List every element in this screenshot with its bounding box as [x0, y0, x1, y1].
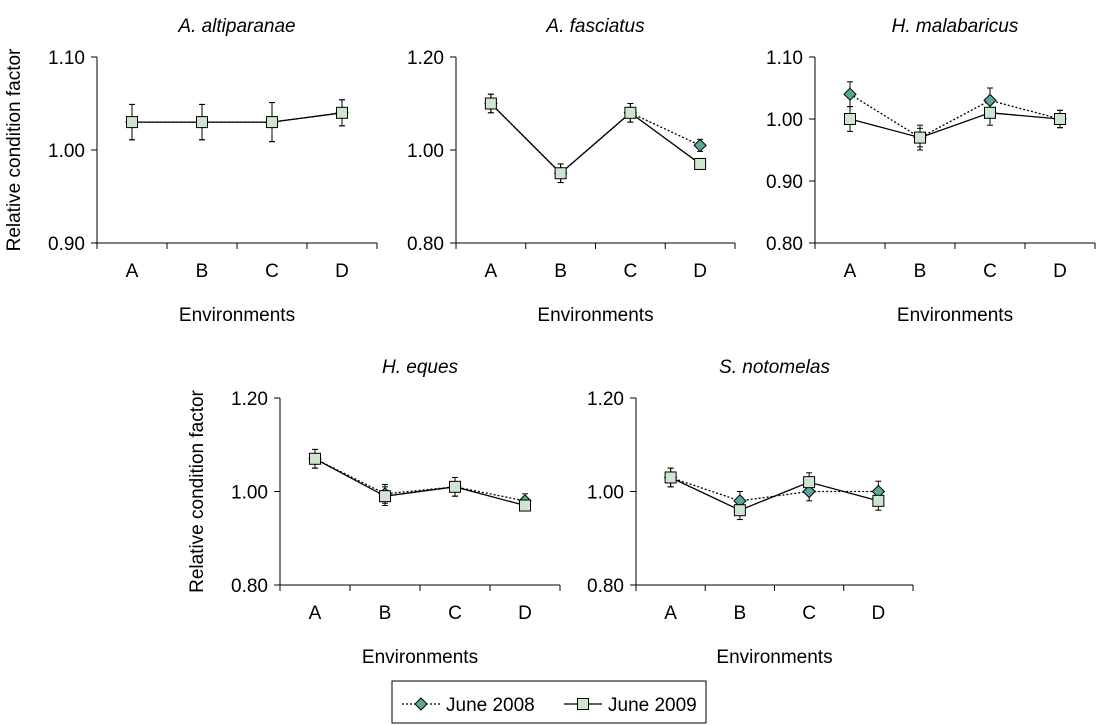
y-axis-label: Relative condition factor [4, 48, 25, 251]
x-tick-label: A [664, 603, 677, 624]
data-point-2008 [843, 87, 857, 101]
chart-panel: H. malabaricus 0.80 0.90 1.00 1.10 A B C D Enviro… [766, 16, 1096, 326]
x-tick-label: A [309, 603, 322, 624]
y-tick-label: 1.20 [587, 389, 624, 410]
y-tick-label: 1.00 [407, 141, 444, 162]
data-point-2008 [983, 93, 997, 108]
chart-panels: A. altiparanae 0.90 1.00 1.10 A B C D Environmen… [4, 16, 1096, 668]
data-point-2009 [872, 494, 885, 507]
chart-title: A. altiparanae [177, 16, 295, 37]
y-tick-label: 1.00 [231, 483, 268, 504]
x-tick-label: B [914, 261, 927, 282]
x-tick-label: A [844, 261, 857, 282]
data-point-2009 [624, 106, 637, 119]
data-point-2009 [379, 490, 391, 503]
y-tick-label: 0.90 [766, 172, 803, 193]
chart-panel: A. altiparanae 0.90 1.00 1.10 A B C D Environmen… [4, 16, 378, 326]
data-point-2009 [664, 471, 677, 484]
data-point-2009 [1054, 113, 1066, 125]
x-tick-label: D [518, 603, 532, 624]
data-point-2008 [802, 484, 816, 499]
y-tick-label: 1.00 [766, 110, 803, 131]
series-line-2008 [849, 93, 1061, 139]
legend-label-2009: June 2009 [608, 695, 697, 716]
chart-title: H. malabaricus [892, 16, 1019, 37]
data-point-2009 [484, 97, 497, 110]
y-tick-label: 1.10 [48, 48, 85, 69]
chart-title: S. notomelas [719, 357, 830, 378]
series-line-2008 [490, 103, 701, 175]
x-tick-label: A [126, 261, 139, 282]
data-point-2009 [554, 167, 567, 180]
x-tick-label: B [196, 261, 209, 282]
series-line-2009 [670, 476, 879, 511]
x-axis-label: Environments [179, 305, 295, 326]
x-tick-label: A [485, 261, 498, 282]
x-tick-label: B [379, 603, 392, 624]
data-point-2008 [693, 138, 707, 153]
x-tick-label: D [693, 261, 707, 282]
series-line-2008 [670, 476, 879, 502]
x-axis-label: Environments [716, 647, 832, 668]
x-tick-label: C [448, 603, 462, 624]
x-tick-label: C [983, 261, 997, 282]
data-point-2009 [844, 113, 856, 125]
x-tick-label: B [554, 261, 567, 282]
x-tick-label: D [872, 603, 886, 624]
data-point-2009 [309, 452, 321, 465]
y-axis-label: Relative condition factor [187, 389, 208, 592]
x-axis-label: Environments [537, 305, 653, 326]
series-line-2009 [314, 458, 526, 507]
legend-marker-2009 [577, 698, 589, 710]
x-tick-label: C [265, 261, 279, 282]
data-point-2009 [803, 476, 816, 489]
legend-label-2008: June 2008 [446, 695, 535, 716]
x-axis-label: Environments [362, 647, 478, 668]
chart-title: H. eques [382, 357, 459, 378]
x-tick-label: B [734, 603, 747, 624]
data-point-2009 [733, 504, 746, 517]
x-tick-label: C [802, 603, 816, 624]
data-point-2009 [914, 131, 926, 144]
y-tick-label: 1.10 [766, 48, 803, 69]
legend-marker-2008 [414, 697, 428, 711]
y-tick-label: 1.20 [231, 389, 268, 410]
y-tick-label: 0.80 [231, 576, 268, 597]
series-line-2009 [132, 112, 343, 123]
series-line-2009 [849, 112, 1061, 139]
y-tick-label: 1.00 [587, 483, 624, 504]
data-point-2009 [126, 116, 138, 129]
chart-panel: S. notomelas 0.80 1.00 1.20 A B C D Environments [587, 357, 914, 668]
data-point-2009 [449, 480, 461, 493]
x-tick-label: D [1053, 261, 1067, 282]
y-tick-label: 0.90 [48, 234, 85, 255]
data-point-2009 [984, 106, 996, 119]
y-tick-label: 0.80 [407, 234, 444, 255]
chart-panel: H. eques 0.80 1.00 1.20 A B C D Environments Rela… [187, 357, 561, 668]
x-tick-label: D [335, 261, 349, 282]
series-line-2008 [314, 458, 526, 502]
y-tick-label: 1.20 [407, 48, 444, 69]
data-point-2009 [266, 116, 278, 129]
legend: June 2008 June 2009 [391, 680, 707, 724]
y-tick-label: 0.80 [766, 234, 803, 255]
x-tick-label: C [624, 261, 638, 282]
y-tick-label: 0.80 [587, 576, 624, 597]
y-tick-label: 1.00 [48, 141, 85, 162]
x-axis-label: Environments [897, 305, 1013, 326]
data-point-2009 [196, 116, 208, 129]
series-line-2009 [490, 103, 701, 175]
data-point-2009 [336, 106, 348, 119]
data-point-2009 [519, 499, 531, 512]
data-point-2009 [694, 157, 707, 170]
chart-title: A. fasciatus [545, 16, 645, 37]
chart-panel: A. fasciatus 0.80 1.00 1.20 A B C D Environments [407, 16, 736, 326]
legend-box [391, 680, 707, 724]
